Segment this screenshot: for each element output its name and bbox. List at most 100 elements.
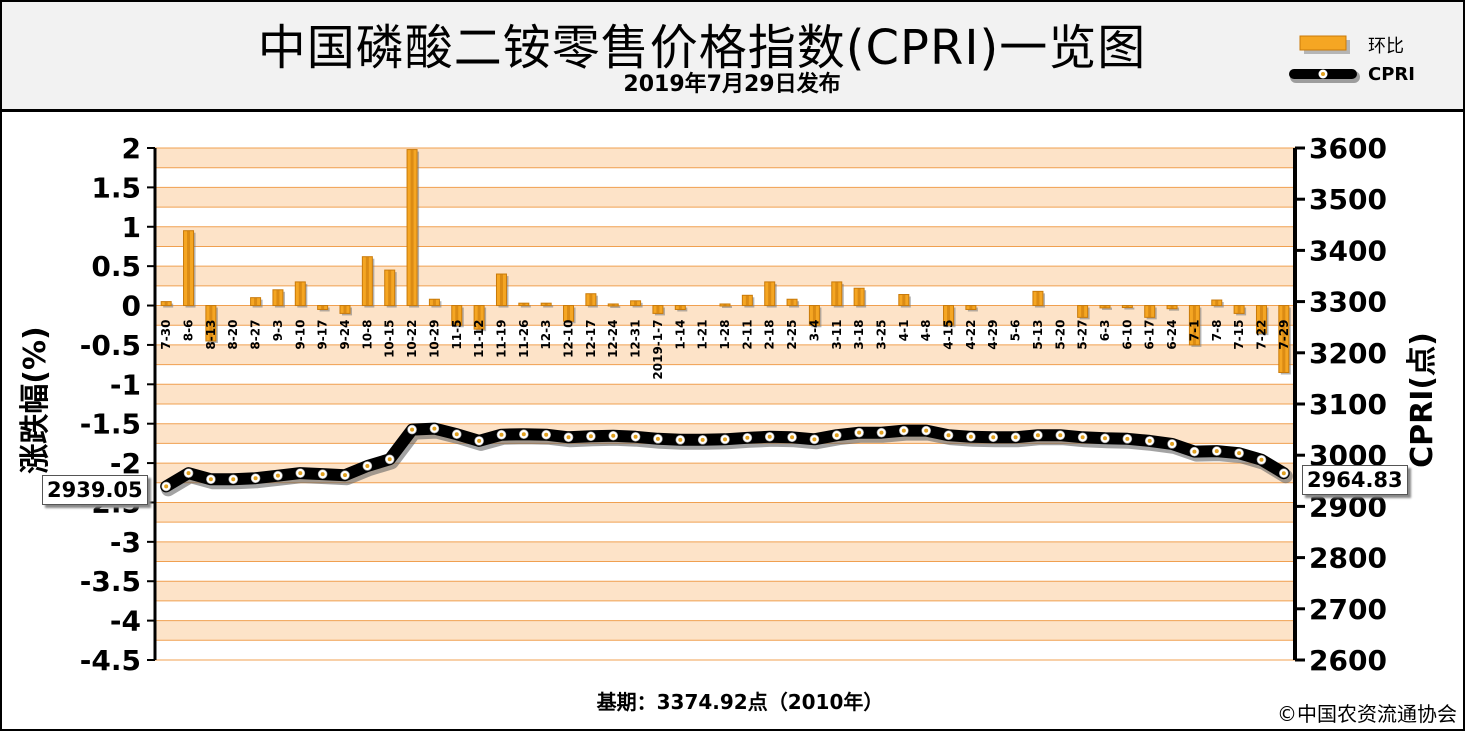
line-point-dot [499,432,504,437]
line-point-dot [1125,436,1130,441]
plot-band [155,541,1295,562]
legend-line-marker-dot [1321,72,1325,76]
bar-core [611,303,615,306]
bar-core [857,288,861,306]
x-tick-label: 4-29 [986,320,1000,350]
bar-core [1170,305,1174,309]
line-point-dot [611,433,616,438]
x-tick-label: 10-8 [360,320,374,350]
x-tick-label: 10-22 [405,320,419,358]
bar-core [477,305,481,330]
line-point-dot [432,426,437,431]
line-point-dot [924,428,929,433]
x-tick-label: 1-21 [696,320,710,350]
bar-core [1103,305,1107,308]
x-tick-label: 12-17 [584,320,598,358]
line-point-dot [365,463,370,468]
bar-core [678,305,682,310]
left-tick-label: -4 [110,605,141,638]
x-tick-label: 5-13 [1031,320,1045,350]
chart-title: 中国磷酸二铵零售价格指数(CPRI)一览图 [257,20,1147,76]
x-tick-label: 2-11 [740,320,754,350]
bar-core [768,281,772,306]
line-point-dot [253,476,258,481]
left-tick-label: -3.5 [80,565,141,598]
bar-core [969,305,973,310]
first-value-callout: 2939.05 [42,475,148,505]
line-point-dot [700,437,705,442]
line-point-dot [1281,471,1286,476]
line-point-dot [723,437,727,442]
right-axis-label: CPRI(点) [1405,332,1440,468]
bar-core [790,299,794,306]
x-tick-label: 7-1 [1187,320,1201,342]
x-tick-label: 7-15 [1232,320,1246,350]
line-point-dot [387,457,392,462]
right-tick-label: 3500 [1309,183,1387,216]
line-point-dot [477,438,482,443]
line-point-dot [320,472,325,477]
x-tick-label: 3-18 [852,320,866,350]
line-point-dot [1080,435,1085,440]
base-period-note: 基期：3374.92点（2010年） [596,690,884,714]
plot-band [155,148,1295,168]
bar-shadow [610,305,621,308]
last-value-callout: 2964.83 [1302,465,1408,495]
right-tick-label: 2900 [1309,490,1387,523]
line-point-dot [857,430,862,435]
bar-core [321,305,325,310]
bar-core [298,281,302,306]
x-tick-label: 12-31 [629,320,643,358]
bar-core [947,305,951,326]
plot-axes: 21.510.50-0.5-1-1.5-2-2.5-3-3.5-4-4.5360… [80,132,1387,677]
x-tick-label: 1-14 [673,320,687,350]
line-point-dot [454,432,459,437]
x-tick-label: 12-3 [539,320,553,350]
line-point-dot [991,435,996,440]
x-tick-label: 2-18 [763,320,777,350]
x-tick-label: 12-10 [562,320,576,358]
x-tick-label: 9-3 [271,320,285,342]
x-tick-label: 5-20 [1053,320,1067,350]
x-tick-label: 11-19 [495,320,509,358]
bar-core [634,300,638,306]
bar-core [343,305,347,314]
bar-core [410,149,414,306]
x-tick-label: 4-22 [964,320,978,350]
line-point-dot [1147,438,1152,443]
line-point-dot [767,434,772,439]
copyright-note: ©中国农资流通协会 [1277,702,1457,726]
bar-core [1259,305,1263,334]
line-point-dot [1013,435,1018,440]
line-point-dot [879,430,884,435]
plot-band [155,226,1295,247]
left-tick-label: -1 [110,368,141,401]
x-tick-label: 8-27 [249,320,263,350]
x-tick-labels: 7-30 8-6 8-13 8-20 8-27 9-3 9-10 9-17 9-24 10-8 10… [159,320,1291,380]
x-tick-label: 3-11 [830,320,844,350]
bar-core [1125,305,1129,308]
plot-band [155,502,1295,523]
x-tick-label: 8-20 [226,320,240,350]
right-tick-label: 2700 [1309,593,1387,626]
plot-band [155,463,1295,483]
line-point-dot [1259,457,1264,462]
x-tick-label: 7-8 [1210,320,1224,342]
right-tick-label: 3200 [1309,337,1387,370]
bar-shadow [543,305,554,308]
x-tick-label: 5-6 [1009,320,1023,342]
line-point-dot [1058,433,1063,438]
right-tick-label: 3300 [1309,286,1387,319]
x-tick-label: 2019-1-7 [651,320,665,380]
x-tick-label: 5-27 [1076,320,1090,350]
chart-header: 中国磷酸二铵零售价格指数(CPRI)一览图 2019年7月29日发布 [2,2,1463,112]
bar-core [209,305,213,341]
bar-core [432,299,436,306]
bar-shadow [722,305,732,308]
plot-band [155,344,1295,365]
x-tick-label: 9-17 [316,320,330,350]
line-point-dot [410,427,415,432]
left-tick-label: -1.5 [80,408,141,441]
bar-core [499,274,503,306]
